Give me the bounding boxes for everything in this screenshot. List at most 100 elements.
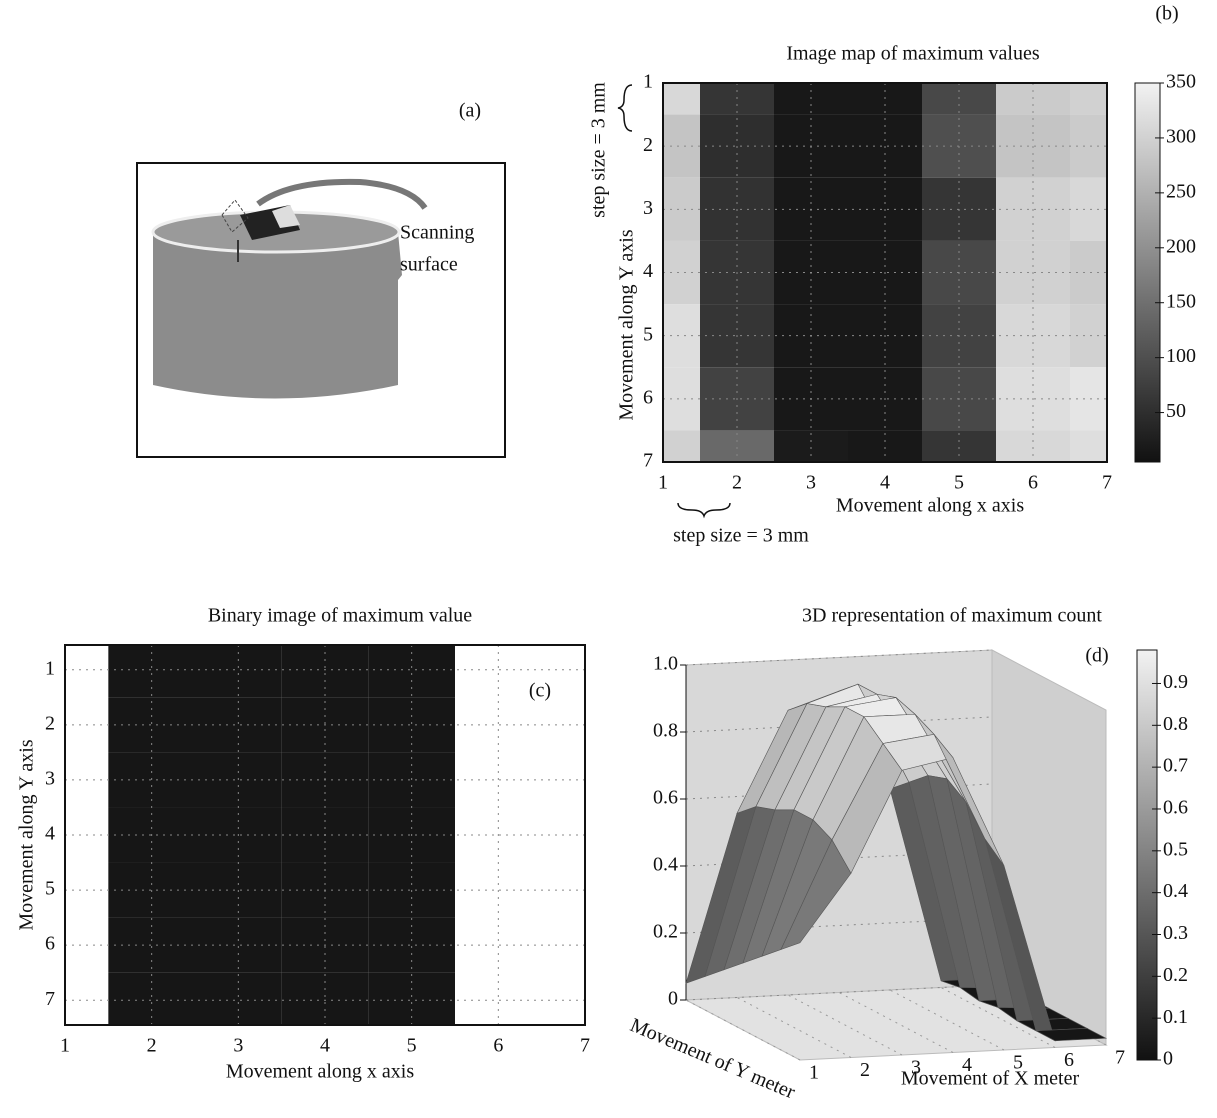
grid-line: [685, 999, 801, 1061]
colorbar-tick-label: 0.6: [1163, 797, 1188, 819]
colorbar-tick-label: 200: [1166, 235, 1196, 257]
annotation: Scanning: [400, 222, 474, 244]
x-tick-label: 7: [1102, 472, 1112, 494]
panel-label: (a): [459, 100, 481, 122]
x-tick-label: 3: [233, 1035, 243, 1057]
colorbar-tick-label: 0.5: [1163, 838, 1188, 860]
annotation: step size = 3 mm: [588, 82, 610, 218]
brace: [677, 502, 731, 519]
colorbar-tick-label: 0.9: [1163, 671, 1188, 693]
x-tick-label: 1: [809, 1062, 819, 1084]
z-tick-label: 1.0: [653, 653, 678, 675]
x-tick-label: 5: [954, 472, 964, 494]
chart-title: Binary image of maximum value: [208, 605, 472, 627]
cell: [65, 645, 109, 698]
diagram-frame: [136, 162, 506, 458]
annotation: surface: [400, 254, 458, 276]
y-tick-label: 1: [643, 71, 653, 93]
cell: [663, 367, 700, 431]
colorbar-tick-label: 0.3: [1163, 922, 1188, 944]
probe-cable: [256, 178, 428, 210]
diagram: (a) Scanning surface: [136, 100, 506, 458]
cell: [1070, 83, 1107, 115]
cell: [541, 972, 585, 1025]
x-tick-label: 2: [732, 472, 742, 494]
x-axis-label: Movement along x axis: [836, 495, 1025, 517]
surface-patch: [1034, 1027, 1108, 1042]
cell: [65, 972, 109, 1025]
cell: [848, 430, 922, 462]
chart-title: 3D representation of maximum count: [802, 605, 1102, 627]
colorbar-tick-label: 100: [1166, 345, 1196, 367]
x-axis-label: Movement of X meter: [901, 1068, 1080, 1090]
x-tick-label: 6: [493, 1035, 503, 1057]
y-tick-label: 7: [643, 450, 653, 472]
chart-title: Image map of maximum values: [786, 43, 1039, 65]
y-axis-label: Movement along Y axis: [616, 229, 638, 420]
cell: [663, 304, 700, 368]
y-tick-label: 5: [643, 323, 653, 345]
z-tick-label: 0.6: [653, 787, 678, 809]
panel-label: (c): [529, 680, 551, 702]
colorbar: [1136, 649, 1158, 1061]
colorbar-tick-label: 0.4: [1163, 880, 1188, 902]
colorbar-tick-label: 0: [1163, 1048, 1173, 1070]
y-tick-label: 2: [643, 134, 653, 156]
colorbar-tick-label: 0.1: [1163, 1006, 1188, 1028]
y-tick-label: 2: [45, 712, 55, 734]
cell: [774, 430, 848, 462]
x-tick-label: 1: [658, 472, 668, 494]
z-tick-label: 0: [668, 988, 678, 1010]
x-tick-label: 3: [911, 1057, 921, 1079]
x-tick-label: 4: [320, 1035, 330, 1057]
brace: [617, 84, 633, 132]
x-tick-label: 3: [806, 472, 816, 494]
x-tick-label: 1: [60, 1035, 70, 1057]
x-tick-label: 6: [1028, 472, 1038, 494]
cell: [996, 430, 1070, 462]
colorbar-tick-label: 250: [1166, 180, 1196, 202]
grid-line: [787, 994, 903, 1056]
colorbar-tick-label: 350: [1166, 71, 1196, 93]
y-tick-label: 4: [45, 823, 55, 845]
x-tick-label: 2: [860, 1059, 870, 1081]
x-axis-label: Movement along x axis: [226, 1061, 415, 1083]
cell: [541, 645, 585, 698]
colorbar: [1134, 82, 1161, 463]
probe-face: [272, 205, 300, 228]
x-tick-label: 5: [1013, 1052, 1023, 1074]
panel-label: (b): [1155, 3, 1178, 25]
colorbar-tick-label: 0.8: [1163, 713, 1188, 735]
cell: [663, 177, 700, 241]
z-tick-label: 0.8: [653, 720, 678, 742]
x-tick-label: 5: [407, 1035, 417, 1057]
y-tick-label: 6: [45, 933, 55, 955]
y-axis-label: Movement along Y axis: [16, 739, 38, 930]
panel-label: (d): [1085, 645, 1108, 667]
grid-line: [940, 987, 1056, 1048]
colorbar-tick-label: 50: [1166, 400, 1186, 422]
colorbar-tick-label: 0.7: [1163, 755, 1188, 777]
cell: [1070, 430, 1107, 462]
y-tick-label: 4: [643, 260, 653, 282]
cylinder-body: [153, 232, 402, 399]
x-tick-label: 7: [580, 1035, 590, 1057]
plot-frame: [662, 82, 1108, 463]
grid-line: [838, 992, 954, 1053]
x-tick-label: 2: [147, 1035, 157, 1057]
colorbar-tick-label: 0.2: [1163, 964, 1188, 986]
y-tick-label: 3: [643, 197, 653, 219]
colorbar-tick-label: 150: [1166, 290, 1196, 312]
grid-line: [736, 997, 852, 1058]
x-tick-label: 4: [962, 1054, 972, 1076]
cell: [922, 430, 996, 462]
y-tick-label: 1: [45, 657, 55, 679]
annotation: step size = 3 mm: [673, 525, 809, 547]
x-tick-label: 4: [880, 472, 890, 494]
cell: [663, 240, 700, 305]
cell: [663, 430, 700, 462]
y-tick-label: 6: [643, 386, 653, 408]
x-tick-label: 7: [1115, 1047, 1125, 1069]
plot-frame: [64, 644, 586, 1026]
